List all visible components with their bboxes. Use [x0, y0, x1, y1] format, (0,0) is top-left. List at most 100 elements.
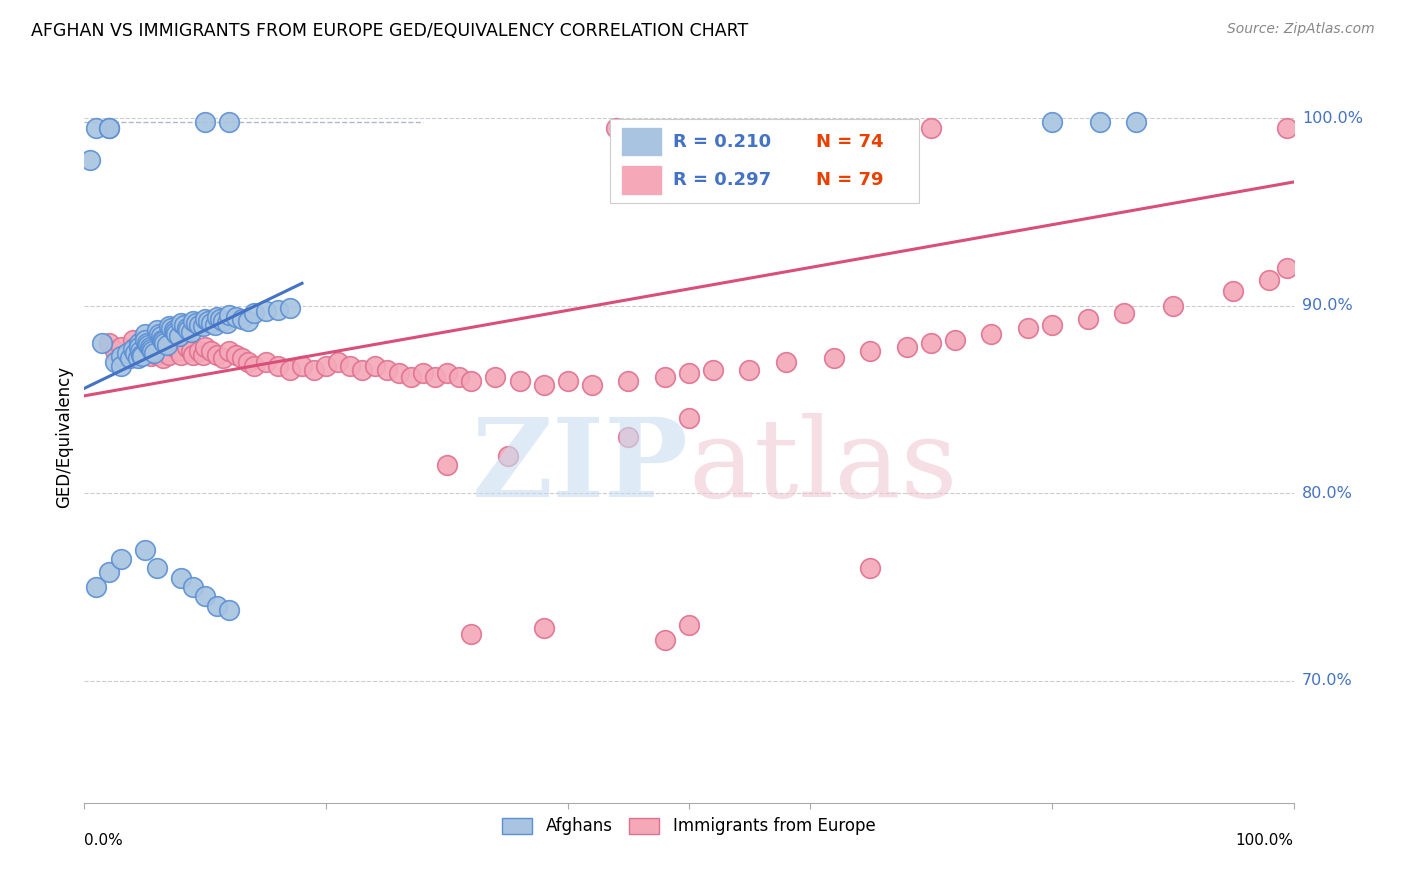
Point	[738, 362, 761, 376]
Point	[533, 377, 555, 392]
Point	[859, 343, 882, 358]
Point	[138, 338, 160, 352]
Point	[460, 374, 482, 388]
Point	[278, 362, 301, 376]
Point	[121, 342, 143, 356]
Legend: Afghans, Immigrants from Europe: Afghans, Immigrants from Europe	[496, 811, 882, 842]
Point	[177, 323, 200, 337]
Point	[617, 430, 640, 444]
Point	[352, 362, 374, 376]
Point	[215, 316, 238, 330]
Point	[242, 306, 264, 320]
Point	[120, 351, 142, 366]
Point	[163, 323, 186, 337]
Point	[1040, 115, 1063, 129]
Point	[194, 312, 217, 326]
Point	[678, 617, 700, 632]
Point	[654, 370, 676, 384]
Point	[97, 565, 120, 579]
Point	[236, 314, 259, 328]
Point	[149, 328, 172, 343]
Point	[104, 355, 127, 369]
Point	[207, 310, 229, 324]
Point	[170, 316, 193, 330]
Point	[823, 351, 845, 366]
Point	[231, 351, 253, 366]
Point	[200, 343, 222, 358]
Point	[167, 343, 190, 358]
Text: 100.0%: 100.0%	[1236, 833, 1294, 848]
Point	[231, 312, 253, 326]
Point	[920, 120, 942, 135]
Point	[1114, 306, 1136, 320]
Point	[218, 602, 240, 616]
Point	[399, 370, 422, 384]
Point	[181, 580, 204, 594]
Point	[267, 359, 290, 373]
Point	[194, 340, 217, 354]
Bar	[623, 128, 661, 155]
Point	[143, 345, 166, 359]
Point	[121, 333, 143, 347]
Text: 70.0%: 70.0%	[1302, 673, 1353, 689]
Point	[236, 355, 259, 369]
Text: 0.0%: 0.0%	[84, 833, 124, 848]
Point	[115, 345, 138, 359]
Point	[654, 632, 676, 647]
Point	[678, 367, 700, 381]
Point	[110, 340, 132, 354]
Point	[302, 362, 325, 376]
Point	[291, 359, 314, 373]
Point	[363, 359, 385, 373]
Point	[581, 377, 603, 392]
Point	[165, 326, 187, 341]
Bar	[623, 167, 661, 194]
Point	[176, 321, 198, 335]
Point	[146, 561, 169, 575]
Point	[436, 367, 458, 381]
Point	[859, 561, 882, 575]
Point	[920, 336, 942, 351]
Point	[1161, 299, 1184, 313]
Text: R = 0.210: R = 0.210	[673, 133, 772, 151]
Point	[375, 362, 398, 376]
Point	[278, 301, 301, 315]
Point	[980, 326, 1002, 341]
Text: N = 74: N = 74	[815, 133, 883, 151]
Point	[152, 334, 174, 349]
Point	[124, 345, 146, 359]
Point	[157, 347, 180, 361]
Point	[388, 367, 411, 381]
Point	[218, 308, 240, 322]
Text: 100.0%: 100.0%	[1302, 111, 1362, 126]
Point	[160, 321, 183, 335]
Point	[412, 367, 434, 381]
Point	[79, 153, 101, 167]
Point	[188, 318, 211, 332]
Point	[165, 325, 187, 339]
Point	[115, 347, 138, 361]
Point	[1277, 261, 1299, 276]
Point	[1017, 321, 1039, 335]
Point	[207, 599, 229, 613]
Point	[242, 359, 264, 373]
Point	[557, 374, 579, 388]
Point	[460, 627, 482, 641]
Point	[1088, 115, 1111, 129]
Text: N = 79: N = 79	[815, 170, 883, 188]
Point	[225, 310, 247, 324]
Point	[167, 328, 190, 343]
Point	[212, 351, 235, 366]
Point	[152, 351, 174, 366]
Point	[138, 340, 160, 354]
Point	[1077, 312, 1099, 326]
Text: R = 0.297: R = 0.297	[673, 170, 772, 188]
Point	[197, 314, 219, 328]
Point	[509, 374, 531, 388]
Text: Source: ZipAtlas.com: Source: ZipAtlas.com	[1227, 22, 1375, 37]
Point	[110, 350, 132, 364]
Point	[97, 336, 120, 351]
Point	[484, 370, 506, 384]
Point	[131, 350, 153, 364]
Point	[124, 340, 146, 354]
